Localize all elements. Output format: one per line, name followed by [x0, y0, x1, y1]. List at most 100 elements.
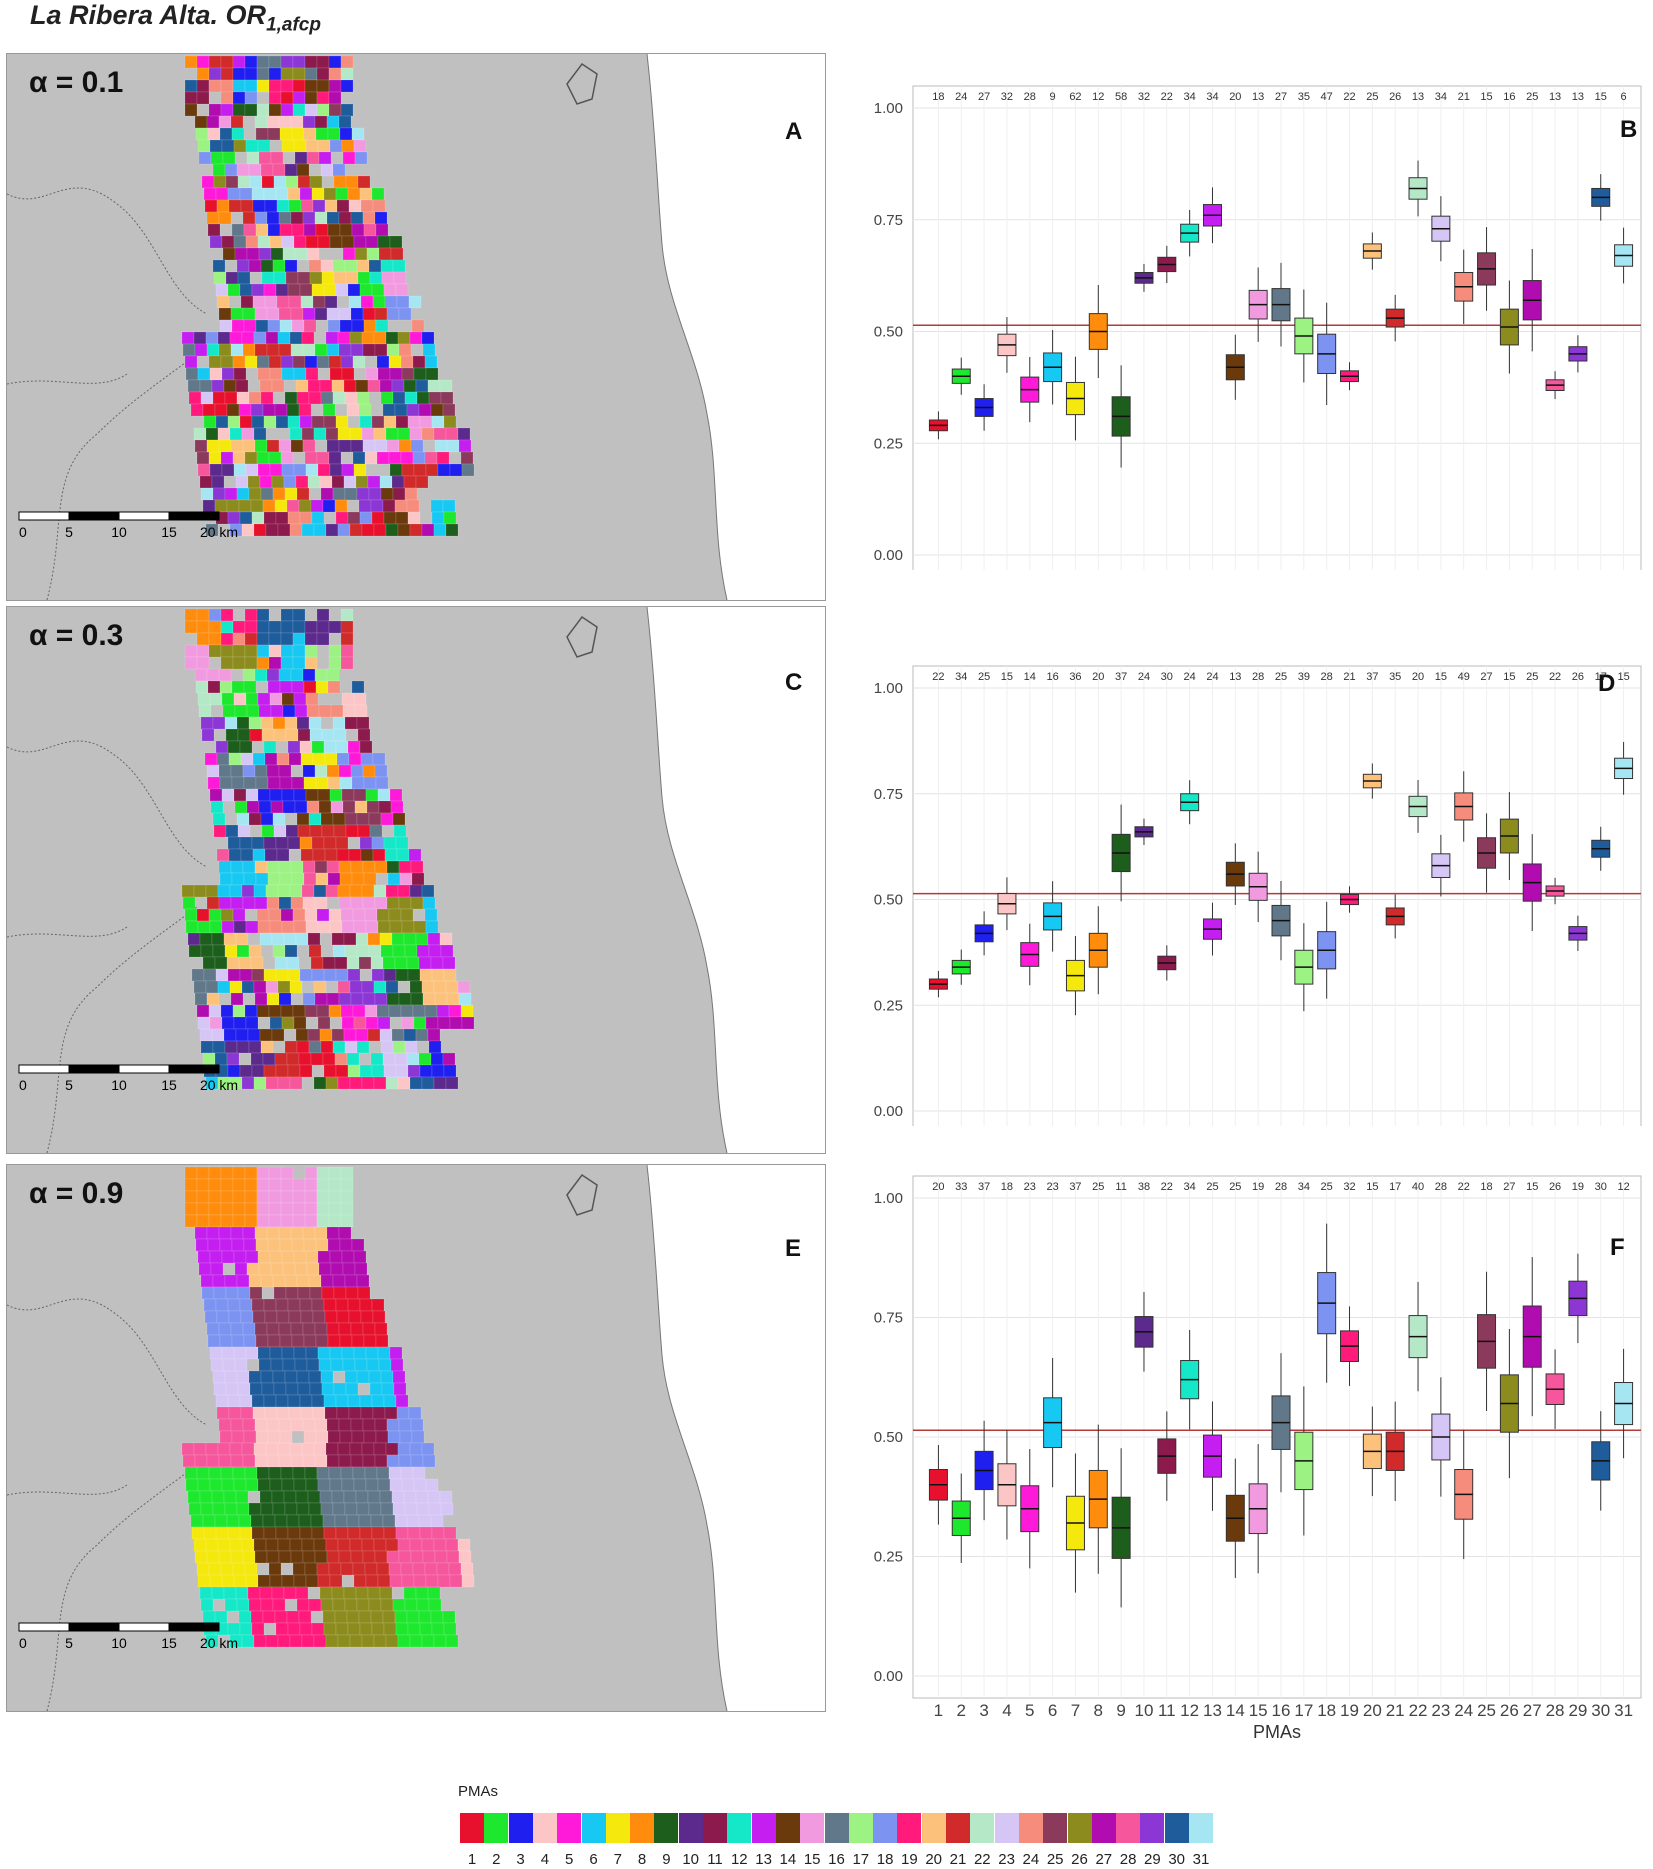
legend-label: 6 [589, 1851, 598, 1868]
n-label: 17 [1389, 1181, 1401, 1193]
alpha-label: α = 0.3 [29, 619, 124, 652]
legend-swatch [1018, 1813, 1043, 1843]
legend-swatch [873, 1813, 898, 1843]
n-label: 22 [1161, 91, 1173, 103]
n-label: 40 [1412, 1181, 1424, 1193]
scalebar-label: 5 [65, 1635, 73, 1651]
n-label: 28 [1024, 91, 1036, 103]
legend-label: 24 [1022, 1851, 1040, 1868]
n-label: 18 [1001, 1181, 1013, 1193]
n-label: 20 [932, 1181, 944, 1193]
n-label: 13 [1252, 91, 1264, 103]
legend-swatch [800, 1813, 825, 1843]
n-label: 15 [1595, 91, 1607, 103]
x-tick-label: 14 [1226, 1701, 1245, 1720]
legend-swatch [484, 1813, 509, 1843]
plot-area [912, 85, 1642, 570]
x-tick-label: 25 [1477, 1701, 1496, 1720]
n-label: 25 [1229, 1181, 1241, 1193]
pma-cells [181, 608, 475, 1090]
n-label: 18 [932, 91, 944, 103]
n-label: 15 [1366, 1181, 1378, 1193]
panel-letter-e: E [785, 1235, 802, 1262]
legend-swatch [970, 1813, 995, 1843]
alpha-label: α = 0.9 [29, 1177, 124, 1210]
n-label: 26 [1572, 671, 1584, 683]
x-tick-label: 11 [1158, 1701, 1176, 1720]
scalebar-label: 10 [111, 1635, 127, 1651]
scalebar: 0 5 10 15 20 km [18, 1622, 238, 1651]
n-label: 21 [1343, 671, 1355, 683]
n-label: 34 [1206, 91, 1218, 103]
x-tick-label: 7 [1071, 1701, 1080, 1720]
x-tick-label: 24 [1454, 1701, 1473, 1720]
n-label: 6 [1621, 91, 1627, 103]
n-label: 24 [1184, 671, 1196, 683]
coastline [646, 1165, 728, 1711]
y-tick-label: 0.25 [874, 435, 903, 452]
legend-label: 9 [662, 1851, 671, 1868]
pma-cells [181, 55, 475, 537]
y-tick-label: 0.00 [874, 1103, 903, 1120]
n-label: 23 [1046, 1181, 1058, 1193]
n-label: 15 [1503, 671, 1515, 683]
n-label: 34 [1435, 91, 1447, 103]
legend-swatch [775, 1813, 800, 1843]
boundary-lines [7, 740, 208, 1153]
legend-swatch [1164, 1813, 1189, 1843]
n-label: 36 [1069, 671, 1081, 683]
x-tick-label: 26 [1500, 1701, 1519, 1720]
x-tick-label: 10 [1135, 1701, 1154, 1720]
scalebar-label: 10 [111, 1077, 127, 1093]
n-label: 49 [1458, 671, 1470, 683]
coastline [646, 54, 728, 600]
legend-swatch [1091, 1813, 1116, 1843]
n-label: 23 [1024, 1181, 1036, 1193]
x-tick-label: 3 [979, 1701, 988, 1720]
legend-label: 11 [707, 1851, 723, 1868]
x-tick-label: 8 [1094, 1701, 1103, 1720]
scalebar-label: 15 [161, 1077, 177, 1093]
y-tick-label: 1.00 [874, 100, 903, 117]
legend-swatch [751, 1813, 776, 1843]
legend-label: 8 [637, 1851, 647, 1868]
n-label: 20 [1229, 91, 1241, 103]
legend-label: 10 [682, 1851, 700, 1868]
x-tick-label: 31 [1614, 1701, 1633, 1720]
n-label: 26 [1549, 1181, 1561, 1193]
legend-swatch [897, 1813, 922, 1843]
x-tick-label: 20 [1363, 1701, 1382, 1720]
y-tick-label: 0.00 [874, 547, 903, 564]
legend-swatch [703, 1813, 727, 1843]
n-label: 15 [1435, 671, 1447, 683]
legend-swatch [605, 1813, 630, 1843]
legend-swatch [1067, 1813, 1092, 1843]
legend-label: 22 [973, 1851, 991, 1868]
n-label: 24 [1138, 671, 1150, 683]
scalebar-label: 5 [65, 1077, 73, 1093]
n-label: 25 [1366, 91, 1378, 103]
n-label: 12 [1092, 91, 1104, 103]
legend-label: 16 [828, 1851, 845, 1868]
scalebar-label: 5 [65, 524, 73, 540]
legend-label: 12 [730, 1851, 748, 1868]
n-label: 27 [1480, 671, 1492, 683]
x-tick-label: 4 [1002, 1701, 1011, 1720]
x-tick-label: 23 [1431, 1701, 1450, 1720]
n-label: 28 [1252, 671, 1264, 683]
n-label: 32 [1343, 1181, 1355, 1193]
scalebar: 0 5 10 15 20 km [18, 1064, 238, 1093]
n-label: 28 [1275, 1181, 1287, 1193]
legend-label: 21 [949, 1851, 967, 1868]
x-tick-label: 13 [1203, 1701, 1222, 1720]
legend-label: 29 [1144, 1851, 1161, 1868]
n-label: 37 [1366, 671, 1378, 683]
coastline [646, 607, 728, 1153]
n-label: 18 [1480, 1181, 1492, 1193]
legend-label: 3 [516, 1851, 525, 1868]
x-tick-label: 29 [1568, 1701, 1587, 1720]
n-label: 32 [1138, 91, 1150, 103]
legend-label: 25 [1046, 1851, 1064, 1868]
y-tick-label: 1.00 [874, 1190, 903, 1207]
n-label: 34 [1298, 1181, 1310, 1193]
